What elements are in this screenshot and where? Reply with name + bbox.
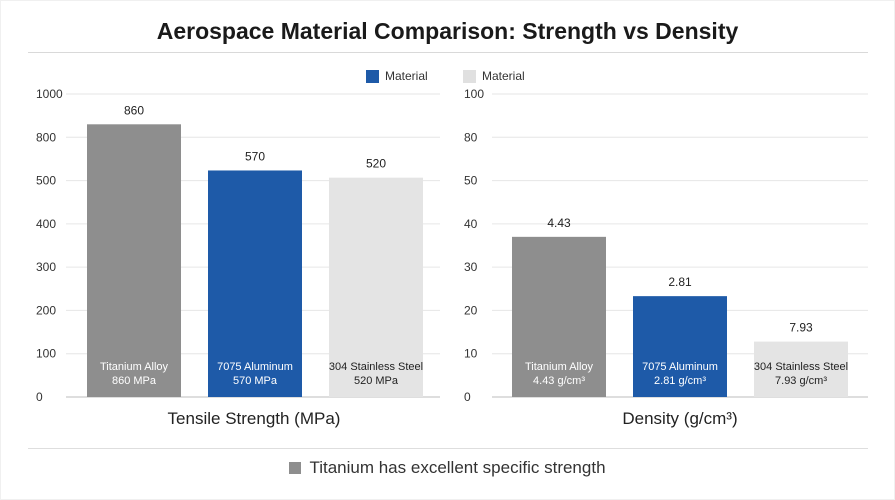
- strength-value-label-2: 570: [245, 149, 265, 163]
- density-y-tick-label: 10: [464, 347, 478, 361]
- density-bar-label-3-line-1: 304 Stainless Steel: [754, 361, 848, 373]
- strength-bar-1: [87, 124, 181, 398]
- strength-bar-label-2-line-1: 7075 Aluminum: [217, 361, 293, 373]
- density-bar-1: [512, 236, 606, 397]
- strength-bar-label-3-line-1: 304 Stainless Steel: [329, 361, 423, 373]
- strength-value-label-3: 520: [366, 157, 386, 171]
- strength-bar-label-3-line-2: 520 MPa: [354, 375, 399, 387]
- density-y-tick-label: 0: [464, 390, 471, 404]
- strength-y-tick-label: 300: [36, 260, 56, 274]
- density-bar-label-3-line-2: 7.93 g/cm³: [775, 375, 827, 387]
- legend-label-2: Material: [482, 69, 525, 83]
- strength-y-tick-label: 200: [36, 303, 56, 317]
- strength-y-tick-label: 100: [36, 347, 56, 361]
- strength-value-label-1: 860: [124, 103, 144, 117]
- density-y-tick-label: 40: [464, 217, 478, 231]
- density-bar-label-2-line-2: 2.81 g/cm³: [654, 375, 706, 387]
- legend-swatch-2: [463, 69, 476, 83]
- legend-item-2: Material: [463, 68, 525, 84]
- strength-y-tick-label: 1000: [36, 87, 63, 101]
- chart-title: Aerospace Material Comparison: Strength …: [156, 18, 739, 44]
- density-y-tick-label: 100: [464, 87, 484, 101]
- strength-bar-label-1-line-1: Titanium Alloy: [100, 361, 169, 373]
- legend-swatch-1: [366, 69, 379, 83]
- strength-bar-label-1-line-2: 860 MPa: [112, 375, 157, 387]
- footer-swatch: [289, 462, 302, 474]
- density-bar-label-2-line-1: 7075 Aluminum: [642, 361, 718, 373]
- tensile-strength-chart: 0 100 200 300 400 500 800 1000 860 Titanium Alloy…: [36, 87, 440, 428]
- density-bar-2: [633, 296, 727, 397]
- density-bar-3: [754, 341, 848, 397]
- density-value-label-2: 2.81: [668, 275, 692, 289]
- density-y-tick-label: 20: [464, 303, 478, 317]
- strength-bar-2: [208, 170, 302, 397]
- title-divider: [28, 52, 868, 53]
- footer-divider: [28, 448, 868, 449]
- strength-bar-3: [329, 177, 423, 397]
- strength-y-tick-label: 0: [36, 390, 43, 404]
- density-bar-label-1-line-2: 4.43 g/cm³: [533, 375, 585, 387]
- legend-label-1: Material: [385, 69, 428, 83]
- density-y-tick-label: 80: [464, 130, 478, 144]
- strength-x-axis-label: Tensile Strength (MPa): [168, 409, 341, 428]
- strength-y-tick-label: 800: [36, 130, 56, 144]
- density-y-tick-label: 50: [464, 174, 478, 188]
- strength-y-tick-label: 500: [36, 174, 56, 188]
- density-value-label-3: 7.93: [789, 321, 813, 335]
- density-y-tick-label: 30: [464, 260, 478, 274]
- legend-item-1: Material: [366, 68, 428, 84]
- density-x-axis-label: Density (g/cm³): [622, 409, 737, 428]
- strength-y-tick-label: 400: [36, 217, 56, 231]
- footer-note: Titanium has excellent specific strength: [0, 458, 895, 478]
- density-bar-label-1-line-1: Titanium Alloy: [525, 361, 594, 373]
- footer-text: Titanium has excellent specific strength: [309, 458, 606, 477]
- strength-bar-label-2-line-2: 570 MPa: [233, 375, 278, 387]
- density-chart: 0 10 20 30 40 50 80 100 4.43 Titanium Alloy 4.43 g…: [464, 87, 868, 428]
- density-value-label-1: 4.43: [547, 216, 571, 230]
